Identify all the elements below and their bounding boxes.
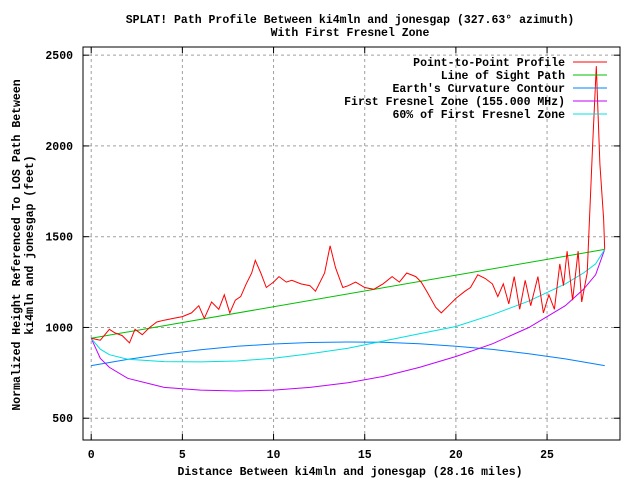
legend-label: Earth's Curvature Contour: [392, 83, 565, 96]
y-tick-label: 2000: [45, 141, 73, 154]
legend-label: First Fresnel Zone (155.000 MHz): [344, 96, 565, 109]
series-line-3: [90, 249, 606, 392]
x-tick-label: 0: [88, 449, 95, 462]
series-line-1: [91, 248, 605, 339]
x-tick-label: 10: [267, 449, 281, 462]
series-line-2: [91, 341, 605, 367]
y-axis-label-line1: Normalized Height Referenced To LOS Path…: [11, 79, 24, 410]
y-tick-label: 1500: [45, 232, 73, 245]
chart-title-line1: SPLAT! Path Profile Between ki4mln and j…: [126, 14, 575, 27]
plot-frame: [82, 46, 621, 441]
x-tick-label: 20: [449, 449, 463, 462]
y-axis-label-line2: ki4mln and jonesgap (feet): [24, 155, 37, 334]
legend-label: 60% of First Fresnel Zone: [392, 109, 565, 122]
x-tick-label: 5: [179, 449, 186, 462]
series-lines: [90, 66, 606, 392]
y-tick-label: 2500: [45, 50, 73, 63]
x-tick-label: 15: [358, 449, 372, 462]
legend-label: Line of Sight Path: [441, 70, 565, 83]
series-line-4: [90, 249, 606, 363]
y-tick-label: 1000: [45, 322, 73, 335]
x-axis-label: Distance Between ki4mln and jonesgap (28…: [177, 466, 522, 479]
y-tick-label: 500: [52, 413, 73, 426]
x-tick-label: 25: [540, 449, 554, 462]
legend-label: Point-to-Point Profile: [413, 57, 565, 70]
chart-title-line2: With First Fresnel Zone: [271, 27, 430, 40]
series-line-0: [91, 66, 606, 344]
axis-ticks: 0 5 10 15 20 25 500 1000 1500 2000 2500: [45, 47, 620, 462]
